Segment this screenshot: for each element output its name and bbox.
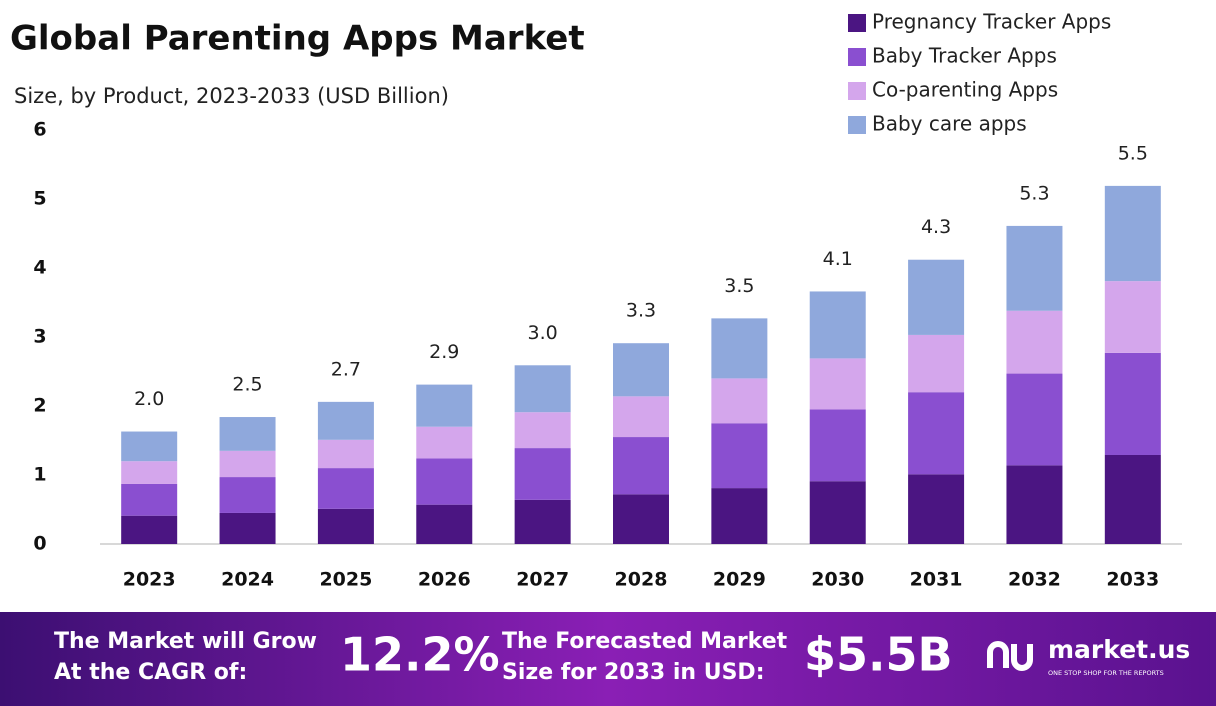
bar-segment — [121, 483, 178, 516]
legend-swatch — [848, 116, 866, 134]
total-label: 5.5 — [1118, 142, 1148, 164]
tagline: ONE STOP SHOP FOR THE REPORTS — [1048, 669, 1164, 677]
bar-segment — [613, 494, 669, 544]
bar-segment — [711, 423, 768, 489]
bar-segment — [1006, 310, 1063, 374]
y-tick-label: 0 — [33, 533, 46, 555]
bar-segment — [711, 488, 768, 544]
bar-segment — [1006, 465, 1063, 544]
x-tick-label: 2026 — [418, 569, 471, 591]
total-label: 3.5 — [724, 275, 754, 297]
x-tick-label: 2023 — [123, 569, 176, 591]
bar-segment — [219, 477, 276, 513]
total-label: 2.5 — [232, 374, 262, 396]
bar-segment — [1104, 352, 1161, 455]
bar-segment — [317, 439, 374, 469]
y-tick-label: 5 — [33, 188, 46, 210]
footer-band — [0, 612, 1216, 706]
bar-segment — [121, 515, 178, 544]
forecast-value: $5.5B — [804, 628, 953, 682]
legend-label: Co-parenting Apps — [872, 78, 1058, 102]
legend-label: Baby care apps — [872, 112, 1027, 136]
total-label: 5.3 — [1019, 182, 1049, 204]
footer-text: The Market will Grow — [54, 629, 317, 654]
bar-segment — [514, 448, 571, 500]
bar-segment — [416, 504, 473, 544]
total-label: 4.1 — [823, 248, 853, 270]
bar-segment — [809, 358, 866, 410]
x-tick-label: 2029 — [713, 569, 766, 591]
y-tick-label: 6 — [33, 119, 46, 141]
bar-segment — [219, 450, 276, 478]
footer: The Market will Grow At the CAGR of: 12.… — [54, 628, 1190, 686]
chart-title: Global Parenting Apps Market — [10, 19, 585, 59]
bar-segment — [1104, 454, 1161, 544]
y-tick-label: 1 — [33, 464, 46, 486]
footer-text: The Forecasted Market — [502, 629, 788, 654]
bar-segment — [317, 401, 374, 440]
bar-segment — [1006, 225, 1063, 311]
y-tick-label: 3 — [33, 326, 46, 348]
legend: Pregnancy Tracker Apps Baby Tracker Apps C… — [848, 10, 1111, 136]
bar-segment — [809, 481, 866, 544]
bar-segment — [711, 318, 768, 379]
x-tick-label: 2031 — [910, 569, 963, 591]
bar-segment — [416, 426, 473, 459]
bar-segment — [908, 334, 965, 393]
cagr-value: 12.2% — [340, 628, 500, 682]
bar-segment — [1104, 185, 1161, 282]
bar-segment — [908, 392, 965, 475]
footer-text: Size for 2033 in USD: — [502, 660, 765, 685]
legend-swatch — [848, 48, 866, 66]
x-tick-label: 2033 — [1106, 569, 1159, 591]
bar-segment — [809, 409, 866, 482]
bar-segment — [1104, 281, 1161, 353]
bar-segment — [317, 468, 374, 509]
bar-segment — [1006, 373, 1063, 466]
bar-segment — [416, 384, 473, 427]
bar-segment — [711, 378, 768, 424]
bar-segment — [121, 461, 178, 484]
y-tick-label: 2 — [33, 395, 46, 417]
bar-segment — [219, 512, 276, 544]
x-tick-label: 2025 — [319, 569, 372, 591]
bar-segment — [219, 417, 276, 451]
bar-segment — [908, 259, 965, 335]
bar-segment — [908, 474, 965, 544]
brand: market.us — [1048, 635, 1190, 664]
bar-segment — [317, 508, 374, 544]
total-label: 4.3 — [921, 216, 951, 238]
brand-logo — [987, 641, 1033, 671]
total-label: 2.7 — [331, 358, 361, 380]
y-tick-label: 4 — [33, 257, 46, 279]
bar-segment — [809, 291, 866, 359]
legend-label: Pregnancy Tracker Apps — [872, 10, 1111, 34]
total-label: 2.0 — [134, 388, 164, 410]
bar-segment — [613, 396, 669, 438]
x-tick-label: 2030 — [811, 569, 864, 591]
bar-segment — [514, 412, 571, 449]
total-label: 3.3 — [626, 300, 656, 322]
x-tick-label: 2032 — [1008, 569, 1061, 591]
total-label: 2.9 — [429, 341, 459, 363]
bar-segment — [416, 458, 473, 505]
legend-label: Baby Tracker Apps — [872, 44, 1057, 68]
legend-swatch — [848, 82, 866, 100]
chart-subtitle: Size, by Product, 2023-2033 (USD Billion… — [14, 84, 449, 108]
bar-segment — [514, 365, 571, 413]
bar-segment — [514, 499, 571, 544]
footer-text: At the CAGR of: — [54, 660, 247, 685]
bar-segment — [613, 343, 669, 397]
x-tick-label: 2027 — [516, 569, 569, 591]
plot: 0 1 2 3 4 5 6 2.0 2023 2.5 2024 2.7 2025 2.9 2026 3.0 20… — [33, 119, 1182, 591]
x-tick-label: 2024 — [221, 569, 274, 591]
bar-segment — [121, 431, 178, 462]
total-label: 3.0 — [528, 322, 558, 344]
legend-swatch — [848, 14, 866, 32]
bar-segment — [613, 437, 669, 495]
x-tick-label: 2028 — [615, 569, 668, 591]
